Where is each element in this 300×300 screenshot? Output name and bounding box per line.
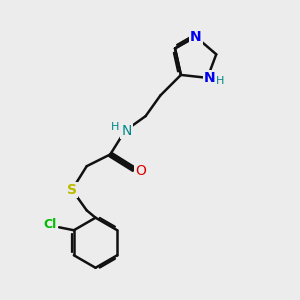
Text: N: N [121,124,132,138]
Text: H: H [216,76,224,86]
Text: Cl: Cl [44,218,57,231]
Text: H: H [111,122,120,132]
Text: S: S [67,183,77,197]
Text: O: O [135,164,146,178]
Text: N: N [190,30,202,44]
Text: N: N [204,71,216,85]
